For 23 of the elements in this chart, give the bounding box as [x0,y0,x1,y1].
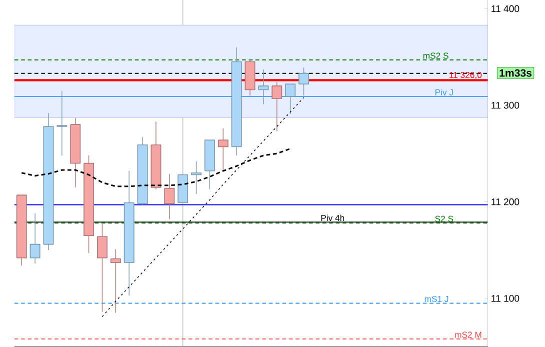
text: 1m33s [500,69,532,77]
ref-line-label: mS2 M [455,332,482,338]
candlestick [285,84,296,114]
candlestick [258,69,269,105]
candlestick [218,128,228,172]
candlestick [110,248,121,314]
y-tick-label: 11 200 [492,198,520,206]
candlestick [191,161,202,195]
ref-line-label: mS1 J [424,296,448,302]
ref-line-label: Piv J [435,89,453,96]
candlestick [164,174,175,220]
candlestick [30,213,40,264]
candlestick [56,90,68,156]
y-tick-label: 11 100 [492,295,520,302]
ref-line-label: 11 326,0 [450,72,482,80]
candlestick [272,82,282,132]
ref-line-label: mS2 S [423,52,448,59]
ref-line-label: S2 S [435,216,454,222]
ref-line-label: Piv 4h [321,214,344,222]
candlestick [97,224,108,312]
candlestick [298,67,309,96]
y-tick-label: 11 400 [492,5,520,12]
y-tick-label: 11 300 [492,102,520,109]
